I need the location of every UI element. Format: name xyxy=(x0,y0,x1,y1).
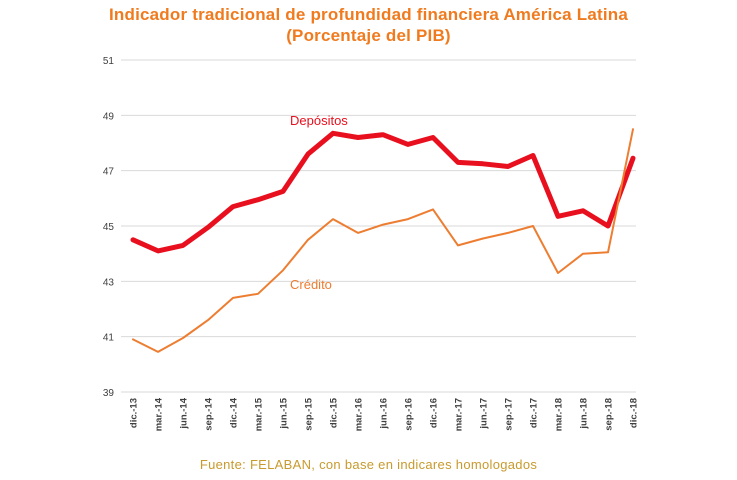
x-tick-label-19: sep.-18 xyxy=(604,398,615,431)
x-tick-label-18: jun.-18 xyxy=(579,398,590,430)
y-tick-label-45: 45 xyxy=(103,222,115,233)
x-tick-label-11: sep.-16 xyxy=(404,398,415,431)
x-tick-label-8: dic.-15 xyxy=(329,397,340,428)
source-note: Fuente: FELABAN, con base en indicares h… xyxy=(199,457,538,472)
series-label-credito: Crédito xyxy=(290,277,332,292)
series-line-depositos xyxy=(130,130,636,254)
x-tick-label-14: jun.-17 xyxy=(479,398,490,430)
x-tick-label-5: mar.-15 xyxy=(254,397,265,431)
series-lines xyxy=(130,128,636,353)
x-tick-label-10: jun.-16 xyxy=(379,398,390,430)
x-tick-label-4: dic.-14 xyxy=(229,397,240,428)
y-tick-label-47: 47 xyxy=(103,167,115,178)
x-tick-label-6: jun.-15 xyxy=(279,397,290,429)
chart-subtitle: (Porcentaje del PIB) xyxy=(286,26,451,45)
x-tick-label-0: dic.-13 xyxy=(129,398,140,428)
y-axis-ticks: 39 41 43 45 47 49 51 xyxy=(103,56,115,399)
x-tick-label-17: mar.-18 xyxy=(554,398,565,431)
x-tick-label-15: sep.-17 xyxy=(504,398,515,431)
x-tick-label-7: sep.-15 xyxy=(304,397,315,430)
x-tick-label-12: dic.-16 xyxy=(429,398,440,428)
y-tick-label-51: 51 xyxy=(103,56,115,67)
chart-title: Indicador tradicional de profundidad fin… xyxy=(0,4,737,46)
chart-title-main: Indicador tradicional de profundidad fin… xyxy=(108,5,629,24)
grid-lines xyxy=(121,59,636,393)
y-tick-label-43: 43 xyxy=(103,277,115,288)
series-line-credito xyxy=(132,128,634,353)
y-tick-label-49: 49 xyxy=(103,111,115,122)
x-tick-label-13: mar.-17 xyxy=(454,398,465,431)
series-label-depositos: Depósitos xyxy=(290,113,348,128)
x-tick-label-16: dic.-17 xyxy=(529,398,540,428)
x-axis-ticks: dic.-13 mar.-14 jun.-14 sep.-14 dic.-14 mar.-… xyxy=(129,397,640,431)
y-tick-label-39: 39 xyxy=(103,388,115,399)
x-tick-label-1: mar.-14 xyxy=(154,397,165,431)
x-tick-label-20: dic.-18 xyxy=(629,398,640,428)
x-tick-label-2: jun.-14 xyxy=(179,397,190,429)
x-tick-label-3: sep.-14 xyxy=(204,397,215,430)
x-tick-label-9: mar.-16 xyxy=(354,398,365,431)
y-tick-label-41: 41 xyxy=(103,333,115,344)
